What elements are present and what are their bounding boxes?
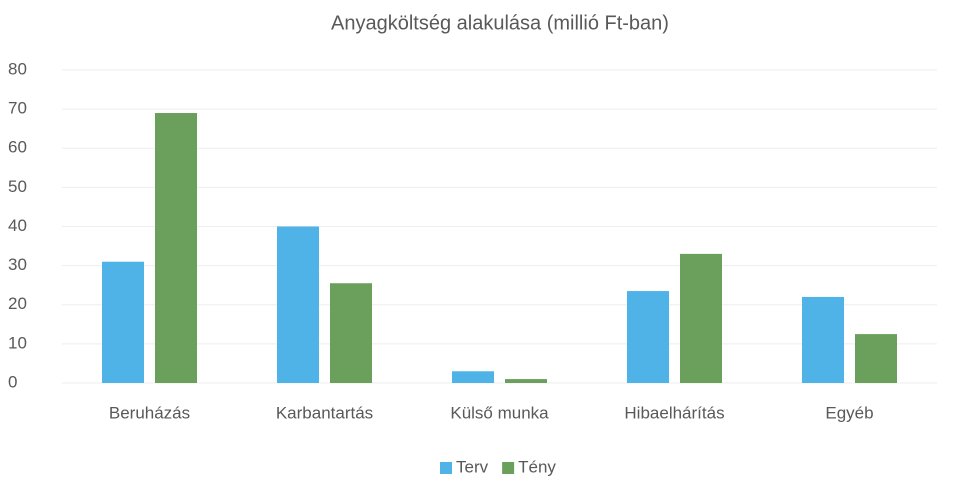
bar [277,226,319,383]
y-tick-label: 30 [8,255,27,274]
bar [330,283,372,383]
bar [680,253,722,383]
bar [155,113,197,383]
y-tick-label: 70 [8,99,27,118]
x-tick-label: Karbantartás [276,403,373,422]
legend-label: Tény [518,457,556,476]
legend-label: Terv [456,457,489,476]
x-tick-label: Egyéb [825,403,873,422]
legend-swatch [440,462,452,474]
bar [855,334,897,383]
y-tick-label: 20 [8,294,27,313]
y-tick-label: 50 [8,177,27,196]
y-tick-label: 10 [8,333,27,352]
chart-title: Anyagköltség alakulása (millió Ft-ban) [331,12,669,34]
bar [102,261,144,383]
bar [627,291,669,383]
x-tick-label: Beruházás [109,403,190,422]
y-tick-label: 40 [8,216,27,235]
legend-swatch [502,462,515,474]
y-tick-label: 80 [8,59,27,78]
y-tick-label: 0 [8,372,17,391]
y-tick-label: 60 [8,138,27,157]
x-tick-label: Külső munka [450,403,549,422]
bar [505,379,547,383]
x-tick-label: Hibaelhárítás [624,403,724,422]
bar [452,371,494,383]
bar [802,296,844,383]
